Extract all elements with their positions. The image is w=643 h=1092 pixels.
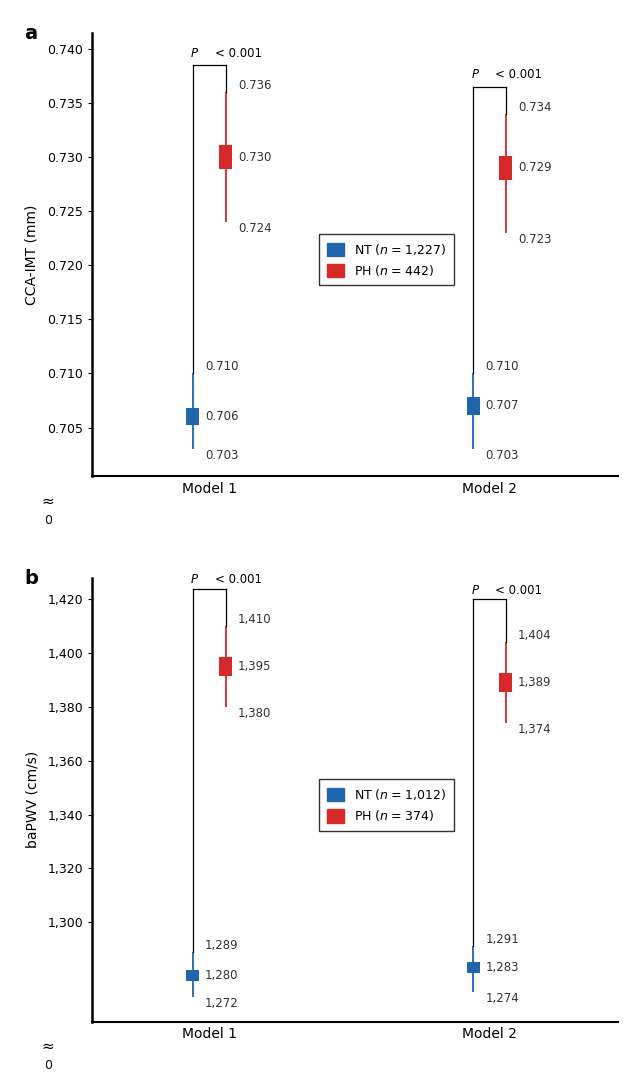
Text: 1,291: 1,291: [485, 934, 519, 947]
Text: 1,283: 1,283: [485, 961, 519, 974]
Bar: [186, 408, 199, 426]
Bar: [219, 657, 232, 676]
Text: 0: 0: [44, 1059, 51, 1072]
Text: 1,395: 1,395: [238, 661, 271, 673]
Bar: [219, 145, 232, 169]
Text: 1,410: 1,410: [238, 614, 271, 627]
Text: 0.706: 0.706: [205, 411, 239, 424]
Bar: [500, 156, 512, 180]
Text: 0.724: 0.724: [238, 222, 271, 235]
Y-axis label: CCA-IMT (mm): CCA-IMT (mm): [25, 204, 39, 305]
Text: $\it{P}$: $\it{P}$: [190, 47, 199, 60]
Text: 1,272: 1,272: [205, 997, 239, 1010]
Text: 1,274: 1,274: [485, 992, 519, 1005]
Text: 0.703: 0.703: [485, 449, 519, 462]
Text: 0.723: 0.723: [518, 233, 552, 246]
Text: 1,404: 1,404: [518, 629, 552, 642]
Y-axis label: baPWV (cm/s): baPWV (cm/s): [25, 751, 39, 848]
Text: $\it{P}$: $\it{P}$: [471, 69, 480, 81]
Legend: NT ($\it{n}$ = 1,012), PH ($\it{n}$ = 374): NT ($\it{n}$ = 1,012), PH ($\it{n}$ = 37…: [320, 780, 454, 831]
Text: 0.707: 0.707: [485, 400, 519, 413]
Text: 1,389: 1,389: [518, 676, 552, 689]
Text: 0.729: 0.729: [518, 162, 552, 175]
Text: $\it{P}$: $\it{P}$: [471, 584, 480, 596]
Text: 1,280: 1,280: [205, 970, 239, 983]
Bar: [186, 971, 199, 982]
Text: 0.703: 0.703: [205, 449, 239, 462]
Text: a: a: [24, 24, 37, 43]
Text: 0.734: 0.734: [518, 100, 552, 114]
Legend: NT ($\it{n}$ = 1,227), PH ($\it{n}$ = 442): NT ($\it{n}$ = 1,227), PH ($\it{n}$ = 44…: [320, 234, 454, 285]
Text: < 0.001: < 0.001: [215, 47, 262, 60]
Text: $\it{P}$: $\it{P}$: [190, 573, 199, 586]
Text: 1,374: 1,374: [518, 723, 552, 736]
Text: ≈: ≈: [41, 1040, 54, 1054]
Text: 0.710: 0.710: [485, 360, 519, 373]
Bar: [500, 674, 512, 692]
Text: 1,380: 1,380: [238, 707, 271, 720]
Text: ≈: ≈: [41, 494, 54, 509]
Text: b: b: [24, 569, 38, 589]
Text: 0: 0: [44, 514, 51, 527]
Text: 1,289: 1,289: [205, 939, 239, 951]
Text: < 0.001: < 0.001: [495, 69, 542, 81]
Text: < 0.001: < 0.001: [215, 573, 262, 586]
Text: < 0.001: < 0.001: [495, 584, 542, 596]
Text: 0.710: 0.710: [205, 360, 239, 373]
Text: 0.736: 0.736: [238, 79, 271, 92]
Text: 0.730: 0.730: [238, 151, 271, 164]
Bar: [467, 962, 480, 973]
Bar: [467, 397, 480, 415]
